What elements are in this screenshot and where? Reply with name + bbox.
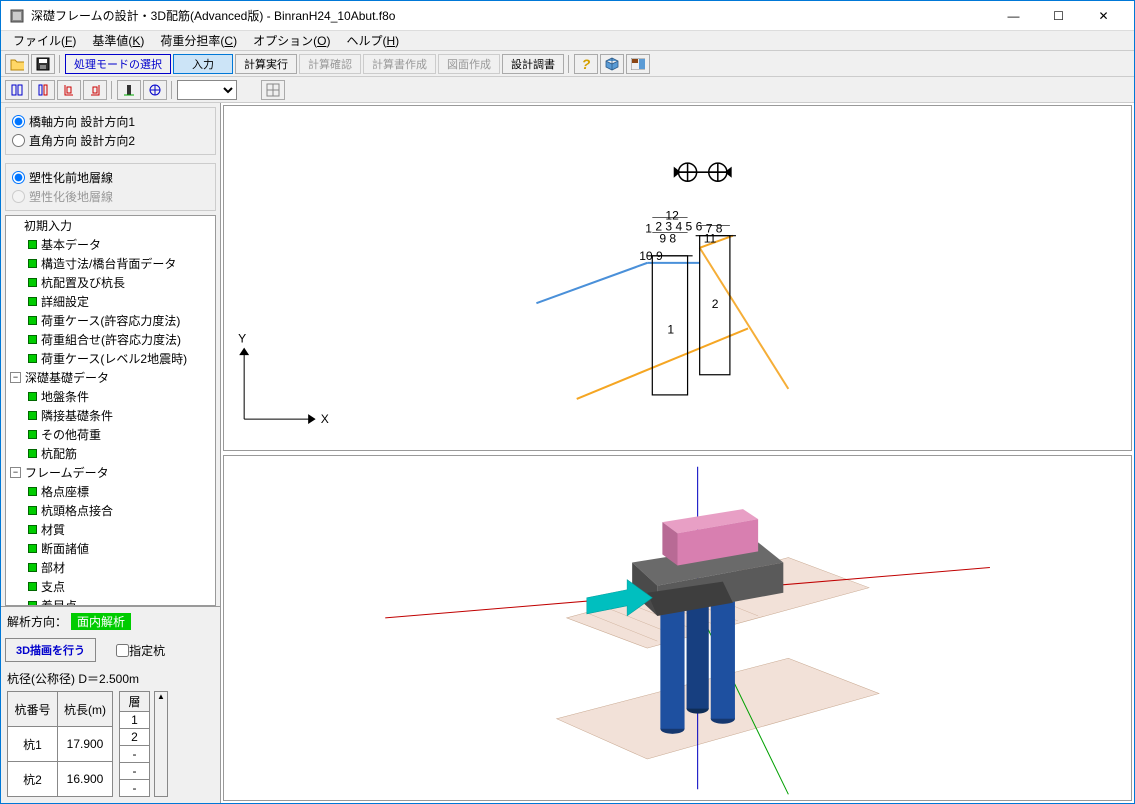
draw-3d-button[interactable]: 3D描画を行う (5, 638, 96, 662)
titlebar: 深礎フレームの設計・3D配筋(Advanced版) - BinranH24_10… (1, 1, 1134, 31)
tree-item[interactable]: 材質 (24, 520, 215, 539)
analysis-value: 面内解析 (71, 613, 131, 630)
3d-view[interactable] (223, 455, 1132, 801)
separator (111, 81, 113, 99)
2d-section-view[interactable]: X Y (223, 105, 1132, 451)
radio-pre-plastic[interactable]: 塑性化前地層線 (10, 168, 211, 187)
tree-item[interactable]: 隣接基礎条件 (24, 406, 215, 425)
tree-item[interactable]: 支点 (24, 577, 215, 596)
menu-standard[interactable]: 基準値(K) (84, 30, 152, 51)
tab-calc-run[interactable]: 計算実行 (235, 54, 297, 74)
svg-text:10 9: 10 9 (639, 249, 663, 263)
tree-item[interactable]: 杭配筋 (24, 444, 215, 463)
view-icon-4[interactable] (83, 80, 107, 100)
cube-view-button[interactable] (600, 54, 624, 74)
svg-text:11: 11 (704, 232, 717, 246)
separator (171, 81, 173, 99)
tree-item[interactable]: 基本データ (24, 235, 215, 254)
direction-radio-group: 橋軸方向 設計方向1 直角方向 設計方向2 (5, 107, 216, 155)
tree-item[interactable]: 荷重ケース(許容応力度法) (24, 311, 215, 330)
layout-button[interactable] (626, 54, 650, 74)
help-button[interactable]: ? (574, 54, 598, 74)
tree-root-deep[interactable]: −深礎基礎データ (6, 368, 215, 387)
toolbar-main: 処理モードの選択 入力 計算実行 計算確認 計算書作成 図面作成 設計調書 ? (1, 51, 1134, 77)
view-icon-6[interactable] (143, 80, 167, 100)
tree-item[interactable]: 荷重ケース(レベル2地震時) (24, 349, 215, 368)
data-tree[interactable]: 初期入力 基本データ 構造寸法/橋台背面データ 杭配置及び杭長 詳細設定 荷重ケ… (5, 215, 216, 606)
right-panel: X Y (221, 103, 1134, 803)
tree-item[interactable]: 断面諸値 (24, 539, 215, 558)
svg-text:9 8: 9 8 (659, 232, 676, 246)
separator (568, 55, 570, 73)
view-icon-2[interactable] (31, 80, 55, 100)
svg-text:Y: Y (238, 331, 246, 345)
view-icon-3[interactable] (57, 80, 81, 100)
svg-text:X: X (321, 412, 329, 426)
tree-item[interactable]: その他荷重 (24, 425, 215, 444)
tree-item[interactable]: 荷重組合せ(許容応力度法) (24, 330, 215, 349)
tab-drawing: 図面作成 (438, 54, 500, 74)
tab-calc-check: 計算確認 (299, 54, 361, 74)
tree-item[interactable]: 着目点 (24, 596, 215, 606)
mode-label: 処理モードの選択 (65, 54, 171, 74)
tree-root-frame[interactable]: −フレームデータ (6, 463, 215, 482)
tree-root-initial[interactable]: 初期入力 (6, 216, 215, 235)
window-title: 深礎フレームの設計・3D配筋(Advanced版) - BinranH24_10… (31, 7, 991, 24)
menubar: ファイル(F) 基準値(K) 荷重分担率(C) オプション(O) ヘルプ(H) (1, 31, 1134, 51)
app-icon (9, 8, 25, 24)
close-button[interactable]: ✕ (1081, 1, 1126, 30)
tree-item[interactable]: 地盤条件 (24, 387, 215, 406)
left-panel: 橋軸方向 設計方向1 直角方向 設計方向2 塑性化前地層線 塑性化後地層線 初期… (1, 103, 221, 803)
diameter-label: 杭径(公称径) D＝2.500m (5, 668, 216, 689)
svg-text:1: 1 (645, 222, 652, 236)
tree-item[interactable]: 構造寸法/橋台背面データ (24, 254, 215, 273)
tree-item[interactable]: 詳細設定 (24, 292, 215, 311)
menu-load[interactable]: 荷重分担率(C) (152, 30, 245, 51)
tree-item[interactable]: 部材 (24, 558, 215, 577)
separator (59, 55, 61, 73)
layer-table[interactable]: 層 1 2 - - - (119, 691, 150, 797)
menu-options[interactable]: オプション(O) (245, 30, 338, 51)
toolbar-view (1, 77, 1134, 103)
radio-bridge-axis[interactable]: 橋軸方向 設計方向1 (10, 112, 211, 131)
view-dropdown[interactable] (177, 80, 237, 100)
view-icon-5[interactable] (117, 80, 141, 100)
tab-report: 計算書作成 (363, 54, 436, 74)
grid-view-button[interactable] (261, 80, 285, 100)
maximize-button[interactable]: ☐ (1036, 1, 1081, 30)
pile-table[interactable]: 杭番号杭長(m) 杭117.900 杭216.900 (7, 691, 113, 797)
tab-design-doc[interactable]: 設計調書 (502, 54, 564, 74)
save-button[interactable] (31, 54, 55, 74)
analysis-label: 解析方向： (7, 613, 67, 630)
menu-help[interactable]: ヘルプ(H) (338, 30, 407, 51)
menu-file[interactable]: ファイル(F) (5, 30, 84, 51)
specified-pile-checkbox[interactable]: 指定杭 (116, 642, 165, 659)
tab-input[interactable]: 入力 (173, 54, 233, 74)
svg-text:2: 2 (712, 297, 719, 311)
minimize-button[interactable]: — (991, 1, 1036, 30)
plasticity-radio-group: 塑性化前地層線 塑性化後地層線 (5, 163, 216, 211)
radio-perpendicular[interactable]: 直角方向 設計方向2 (10, 131, 211, 150)
tree-item[interactable]: 格点座標 (24, 482, 215, 501)
view-icon-1[interactable] (5, 80, 29, 100)
radio-post-plastic: 塑性化後地層線 (10, 187, 211, 206)
open-button[interactable] (5, 54, 29, 74)
bottom-panel: 解析方向： 面内解析 3D描画を行う 指定杭 杭径(公称径) D＝2.500m … (1, 606, 220, 803)
scrollbar[interactable]: ▲ (154, 691, 168, 797)
tree-item[interactable]: 杭配置及び杭長 (24, 273, 215, 292)
svg-text:1: 1 (667, 322, 674, 336)
tree-item[interactable]: 杭頭格点接合 (24, 501, 215, 520)
